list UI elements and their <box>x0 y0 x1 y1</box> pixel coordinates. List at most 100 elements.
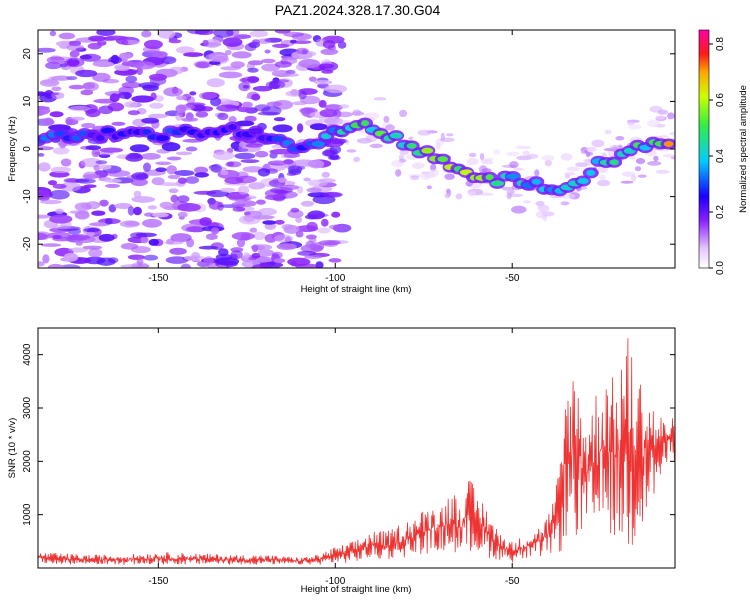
spectrogram-cell <box>322 40 336 49</box>
spectrogram-cell <box>278 177 287 183</box>
spectrogram-cell <box>199 217 212 227</box>
spectrogram-cell <box>130 178 148 187</box>
spectrogram-cell <box>291 40 312 44</box>
spectrogram-cell <box>426 185 432 190</box>
spectrogram-cell <box>38 106 51 115</box>
spectrogram-cell <box>234 152 256 160</box>
spectrogram-cell <box>634 166 642 172</box>
spectrogram-cell <box>114 65 130 72</box>
spectrogram-cell <box>170 194 179 203</box>
colorbar-tick-label: 0.8 <box>715 37 726 51</box>
spectrogram-cell <box>243 211 251 216</box>
spectrogram-cell <box>52 147 70 155</box>
spectrogram-cell <box>272 124 293 133</box>
spectrogram-cell <box>429 169 439 178</box>
spectrogram-cell <box>319 109 338 118</box>
spectrogram-cell <box>166 156 182 161</box>
spectrogram-cell <box>255 256 273 263</box>
spectrogram-cell <box>304 255 323 259</box>
spectrogram-cell <box>60 158 72 167</box>
spectrogram-cell <box>51 92 65 100</box>
spectrogram-cell <box>133 206 142 216</box>
spectrogram-cell <box>313 79 333 85</box>
spectrogram-cell <box>74 210 90 220</box>
spectrogram-cell <box>143 254 159 261</box>
ridge-core <box>421 147 434 154</box>
x-tick-label: -150 <box>148 273 168 284</box>
spectrogram-cell <box>151 177 165 186</box>
spectrogram-cell <box>373 97 387 101</box>
spectrogram-cell <box>177 203 201 212</box>
spectrogram-cell <box>395 169 402 177</box>
spectrogram-cell <box>287 165 303 174</box>
spectrogram-cell <box>283 224 300 234</box>
spectrogram-cell <box>272 43 290 49</box>
ridge-core <box>577 178 589 184</box>
spectrogram-cell <box>305 234 317 240</box>
spectrogram-cell <box>232 206 246 212</box>
spectrogram-cell <box>213 30 234 38</box>
spectrogram-cell <box>297 250 317 256</box>
spectrogram-cell <box>481 159 494 165</box>
spectrogram-cell <box>198 245 219 250</box>
x-tick-label: -150 <box>148 576 168 587</box>
ridge-core <box>311 141 325 147</box>
spectrogram-cell <box>217 112 229 121</box>
spectrogram-cell <box>657 109 669 115</box>
spectrogram-cell <box>273 234 294 243</box>
spectrogram-cell <box>147 205 158 210</box>
spectrogram-cell <box>509 161 519 169</box>
spectrogram-cell <box>210 163 222 173</box>
spectrogram-cell <box>58 32 76 40</box>
spectrogram-cell <box>225 104 236 110</box>
spectrogram-cell <box>267 160 288 166</box>
spectrogram-cell <box>104 218 113 225</box>
spectrogram-cell <box>49 214 73 224</box>
spectrogram-cell <box>261 58 276 64</box>
spectrogram-cell <box>38 153 45 157</box>
spectrogram-cell <box>251 215 275 220</box>
spectrogram-cell <box>141 117 160 124</box>
spectrogram-cell <box>506 151 520 157</box>
spectrogram-cell <box>244 115 257 122</box>
spectrogram-cell <box>51 86 62 92</box>
spectrogram-cell <box>309 123 328 131</box>
spectrogram-cell <box>251 93 261 101</box>
ridge-core <box>490 180 504 187</box>
spectrogram-cell <box>383 115 390 123</box>
spectrogram-cell <box>170 233 192 243</box>
spectrogram-y-axis-title: Frequency (Hz) <box>7 116 18 181</box>
spectrogram-cell <box>253 231 266 241</box>
spectrogram-cell <box>82 174 100 179</box>
spectrogram-cell <box>174 170 195 176</box>
spectrogram-cell <box>166 165 177 175</box>
spectrogram-cell <box>506 192 512 200</box>
spectrogram-cell <box>234 199 246 205</box>
spectrogram-cell <box>318 63 334 69</box>
y-tick-label: 4000 <box>22 343 33 366</box>
spectrogram-cell <box>87 42 102 50</box>
spectrogram-cell <box>276 243 297 251</box>
spectrogram-cell <box>328 224 344 230</box>
spectrogram-cell <box>455 193 463 200</box>
spectrogram-cell <box>104 178 122 183</box>
spectrogram-cell <box>155 167 167 172</box>
spectrogram-cell <box>135 173 149 180</box>
spectrogram-cell <box>526 153 539 159</box>
spectrogram-cell <box>135 232 157 238</box>
snr-x-axis-title: Height of straight line (km) <box>301 584 412 595</box>
spectrogram-cell <box>131 95 155 103</box>
spectrogram-cell <box>412 162 425 169</box>
spectrogram-cell <box>298 59 321 69</box>
spectrogram-cell <box>468 152 477 158</box>
ridge-core <box>249 128 263 135</box>
spectrogram-cell <box>515 145 532 150</box>
spectrogram-cell <box>210 97 222 107</box>
spectrogram-cell <box>320 48 339 55</box>
spectrogram-cell <box>222 37 243 47</box>
spectrogram-cell <box>391 159 404 168</box>
spectrogram-cell <box>318 240 341 246</box>
spectrogram-cell <box>152 212 169 218</box>
spectrogram-cell <box>265 80 286 90</box>
